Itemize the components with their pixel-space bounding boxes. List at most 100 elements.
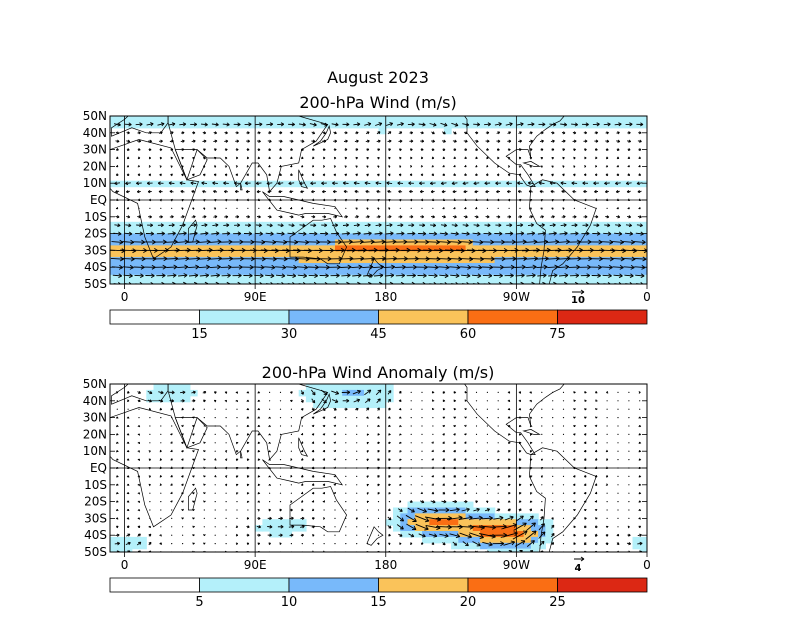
shade-cell xyxy=(117,245,126,252)
coastline-asia xyxy=(167,116,329,193)
shade-cell xyxy=(480,221,488,229)
wind-vector xyxy=(512,530,528,540)
shade-cell xyxy=(131,233,140,241)
shade-cell xyxy=(298,280,307,284)
wind-vector xyxy=(180,131,185,135)
shade-cell xyxy=(320,280,329,284)
wind-vector xyxy=(614,231,623,236)
wind-vector xyxy=(126,441,130,444)
wind-vector xyxy=(583,508,587,512)
wind-vector xyxy=(464,164,467,168)
wind-vector xyxy=(584,408,587,411)
shade-cell xyxy=(523,274,532,282)
shade-cell xyxy=(632,542,641,550)
wind-vector xyxy=(464,391,468,394)
reference-vector: 4 xyxy=(574,556,585,574)
wind-vector xyxy=(398,399,402,402)
shade-cell xyxy=(625,257,634,264)
shade-cell xyxy=(487,251,496,258)
wind-vector xyxy=(573,156,576,160)
y-tick-label: 30N xyxy=(83,411,107,425)
wind-vector xyxy=(518,483,522,487)
shade-cell xyxy=(451,239,459,246)
wind-vector xyxy=(225,501,227,503)
shade-cell xyxy=(240,251,249,258)
wind-vector xyxy=(213,399,217,403)
shade-cell xyxy=(284,116,293,123)
wind-vector xyxy=(552,433,554,435)
wind-vector xyxy=(330,273,340,278)
wind-vector xyxy=(235,148,239,152)
shade-cell xyxy=(160,384,169,391)
wind-vector xyxy=(258,207,260,209)
shade-cell xyxy=(298,233,307,241)
shade-cell xyxy=(559,121,568,129)
wind-vector xyxy=(364,122,372,127)
wind-vector xyxy=(333,433,337,436)
shade-cell xyxy=(422,257,430,264)
wind-vector xyxy=(605,449,609,453)
shade-cell xyxy=(429,274,438,282)
wind-vector xyxy=(213,173,217,177)
wind-vector xyxy=(540,516,544,521)
shade-cell xyxy=(204,116,213,123)
wind-vector xyxy=(562,391,565,393)
wind-vector xyxy=(638,156,641,160)
shade-cell xyxy=(487,274,496,282)
wind-vector xyxy=(595,399,598,402)
wind-vector xyxy=(189,231,198,236)
wind-vector xyxy=(257,399,261,402)
wind-vector xyxy=(191,190,196,194)
shade-cell xyxy=(284,221,293,229)
shade-cell xyxy=(327,245,336,252)
wind-vector xyxy=(388,508,391,512)
shade-cell xyxy=(305,257,314,264)
shade-cell xyxy=(458,227,467,235)
wind-vector xyxy=(125,541,131,546)
wind-vector xyxy=(285,264,298,270)
shade-cell xyxy=(305,245,314,252)
shade-cell xyxy=(110,280,118,284)
shade-cell xyxy=(487,245,496,252)
shade-cell xyxy=(480,251,488,258)
wind-vector xyxy=(617,492,619,494)
wind-vector xyxy=(561,131,566,135)
shade-cell xyxy=(139,121,147,129)
shade-cell xyxy=(262,221,271,229)
wind-vector xyxy=(594,483,598,486)
wind-vector xyxy=(518,416,522,419)
wind-vector xyxy=(627,215,632,219)
shade-cell xyxy=(429,227,438,235)
wind-vector xyxy=(385,122,394,127)
shade-cell xyxy=(472,121,481,129)
shade-cell xyxy=(494,525,503,532)
wind-vector xyxy=(558,273,569,278)
wind-vector xyxy=(637,533,642,537)
wind-vector xyxy=(617,475,619,477)
wind-vector xyxy=(635,273,645,279)
shade-cell xyxy=(494,116,503,123)
wind-vector xyxy=(464,441,467,444)
wind-vector xyxy=(399,156,402,160)
shade-cell xyxy=(530,513,539,520)
wind-vector xyxy=(356,534,358,536)
wind-vector xyxy=(138,408,140,410)
shade-cell xyxy=(342,401,351,409)
wind-vector xyxy=(526,522,536,532)
wind-vector xyxy=(540,173,543,177)
wind-vector xyxy=(126,215,131,219)
shade-cell xyxy=(262,257,271,264)
shade-cell xyxy=(313,239,322,246)
wind-vector xyxy=(442,173,446,177)
shade-cell xyxy=(545,257,554,264)
wind-vector xyxy=(420,156,424,160)
shade-cell xyxy=(335,280,343,284)
wind-vector xyxy=(387,173,391,177)
shade-cell xyxy=(269,233,278,241)
shade-cell xyxy=(182,395,191,403)
shade-cell xyxy=(197,227,205,235)
wind-vector xyxy=(198,264,210,270)
shade-cell xyxy=(530,274,539,282)
wind-vector xyxy=(301,483,304,486)
